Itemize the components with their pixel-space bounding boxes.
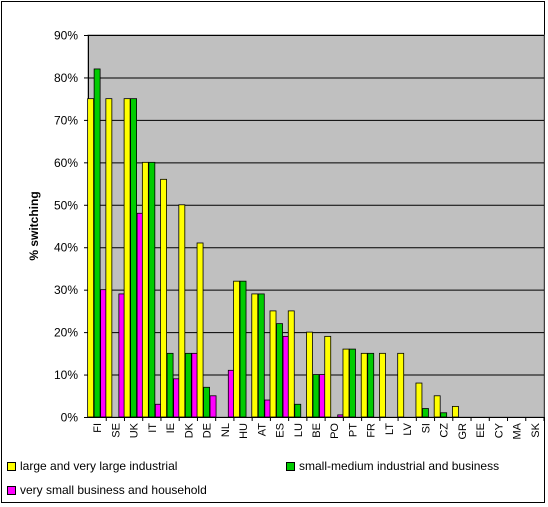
bar xyxy=(233,280,240,418)
x-tick-label: GR xyxy=(457,423,469,440)
bar xyxy=(87,98,95,418)
y-tick-label: 20% xyxy=(54,326,78,340)
bar xyxy=(105,98,113,418)
y-tick-label: 30% xyxy=(54,283,78,297)
x-tick-label: ES xyxy=(275,423,287,438)
x-tick-label: SK xyxy=(530,422,542,437)
bar xyxy=(440,412,448,418)
bar xyxy=(397,352,405,418)
x-tick-label: DE xyxy=(202,423,214,438)
legend-item-large-industrial: large and very large industrial xyxy=(7,459,177,473)
legend-swatch-yellow xyxy=(7,461,16,471)
bar xyxy=(209,395,217,418)
bar xyxy=(141,161,149,418)
bar xyxy=(294,403,302,418)
x-tick-label: HU xyxy=(238,423,250,439)
bar xyxy=(415,382,423,418)
x-tick-label: UK xyxy=(129,422,141,438)
legend-label: large and very large industrial xyxy=(20,459,178,473)
bar xyxy=(178,204,186,418)
x-tick-label: MA xyxy=(512,422,524,439)
y-tick-label: 10% xyxy=(54,368,78,382)
x-tick-label: FR xyxy=(366,423,378,438)
bar xyxy=(160,178,167,418)
x-tick-label: NL xyxy=(220,423,232,437)
bar xyxy=(379,352,386,418)
bar xyxy=(123,98,131,418)
x-tick-label: AT xyxy=(256,423,268,437)
x-tick-label: CY xyxy=(493,422,505,438)
y-axis-label: % switching xyxy=(27,191,41,260)
bar xyxy=(269,310,277,418)
bar xyxy=(257,293,265,418)
x-tick-label: IT xyxy=(147,423,159,433)
legend-item-very-small-business: very small business and household xyxy=(7,483,207,497)
x-tick-label: BE xyxy=(311,423,323,438)
bar xyxy=(306,331,313,418)
y-tick-label: 80% xyxy=(54,71,78,85)
bar xyxy=(287,310,295,418)
legend-swatch-green xyxy=(286,461,295,471)
x-tick-label: LU xyxy=(293,423,305,437)
y-tick-label: 50% xyxy=(54,198,78,212)
y-tick-label: 70% xyxy=(54,113,78,127)
x-tick-label: LT xyxy=(384,423,396,435)
bar xyxy=(276,323,283,418)
bar xyxy=(422,408,429,418)
legend-label: small-medium industrial and business xyxy=(299,459,500,473)
bar xyxy=(130,98,138,418)
bar xyxy=(184,352,192,418)
y-tick-label: 0% xyxy=(61,411,79,425)
x-tick-label: PO xyxy=(329,423,341,439)
legend-label: very small business and household xyxy=(20,483,207,497)
x-tick-label: IE xyxy=(165,423,177,433)
x-tick-label: CZ xyxy=(439,423,451,438)
x-tick-label: FI xyxy=(92,423,104,433)
legend-swatch-magenta xyxy=(7,485,16,495)
y-tick-label: 60% xyxy=(54,156,78,170)
bar xyxy=(239,280,247,418)
x-tick-label: DK xyxy=(183,422,195,438)
bar xyxy=(360,352,368,418)
y-tick-label: 90% xyxy=(54,29,78,43)
bar xyxy=(349,348,356,418)
bar xyxy=(367,352,375,418)
x-tick-label: PT xyxy=(347,423,359,437)
x-tick-label: SE xyxy=(110,423,122,438)
bar xyxy=(452,405,459,418)
bar xyxy=(148,161,156,418)
legend-item-small-medium-industrial: small-medium industrial and business xyxy=(286,459,499,473)
bar xyxy=(433,395,441,418)
bar xyxy=(324,335,332,418)
plot-area xyxy=(87,34,545,418)
x-tick-label: LV xyxy=(402,422,414,435)
bar xyxy=(203,386,210,418)
bar xyxy=(196,242,204,418)
x-tick-label: EE xyxy=(475,423,487,438)
x-tick-label: SI xyxy=(420,423,432,433)
bar xyxy=(342,348,350,418)
bar xyxy=(251,293,259,418)
y-tick-label: 40% xyxy=(54,241,78,255)
bar xyxy=(166,352,174,418)
bar xyxy=(93,68,101,418)
bar xyxy=(312,374,320,418)
